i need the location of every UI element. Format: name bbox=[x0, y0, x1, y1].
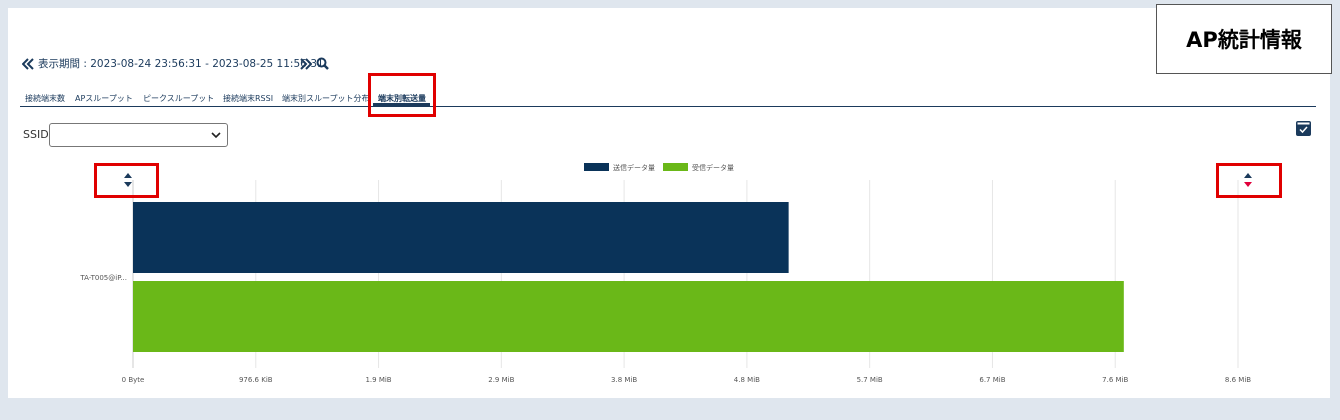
tab[interactable]: 接続端末数 bbox=[25, 94, 65, 103]
ssid-label: SSID bbox=[23, 128, 49, 141]
tab[interactable]: APスループット bbox=[75, 94, 133, 103]
tab[interactable]: 端末別スループット分布 bbox=[282, 94, 370, 103]
highlight-box bbox=[368, 73, 436, 117]
select-all-checkbox[interactable] bbox=[1296, 121, 1311, 136]
highlight-box bbox=[94, 163, 159, 198]
callout-label: AP統計情報 bbox=[1156, 4, 1332, 74]
tab-divider bbox=[20, 106, 1316, 107]
active-tab-underline bbox=[373, 103, 430, 106]
tab[interactable]: ピークスループット bbox=[143, 94, 215, 103]
period-text: 表示期間 : 2023-08-24 23:56:31 - 2023-08-25 … bbox=[38, 58, 324, 70]
ssid-select[interactable] bbox=[49, 123, 228, 147]
tab[interactable]: 接続端末RSSI bbox=[223, 94, 274, 103]
prev-period-icon[interactable] bbox=[22, 58, 34, 70]
next-period-icon[interactable] bbox=[300, 58, 312, 70]
highlight-box bbox=[1216, 163, 1282, 198]
search-icon[interactable] bbox=[316, 57, 329, 70]
select-arrow bbox=[211, 132, 221, 139]
sort-left-icon[interactable] bbox=[123, 172, 133, 188]
tab[interactable]: 端末別転送量 bbox=[378, 94, 426, 103]
sort-right-icon[interactable] bbox=[1243, 172, 1253, 188]
